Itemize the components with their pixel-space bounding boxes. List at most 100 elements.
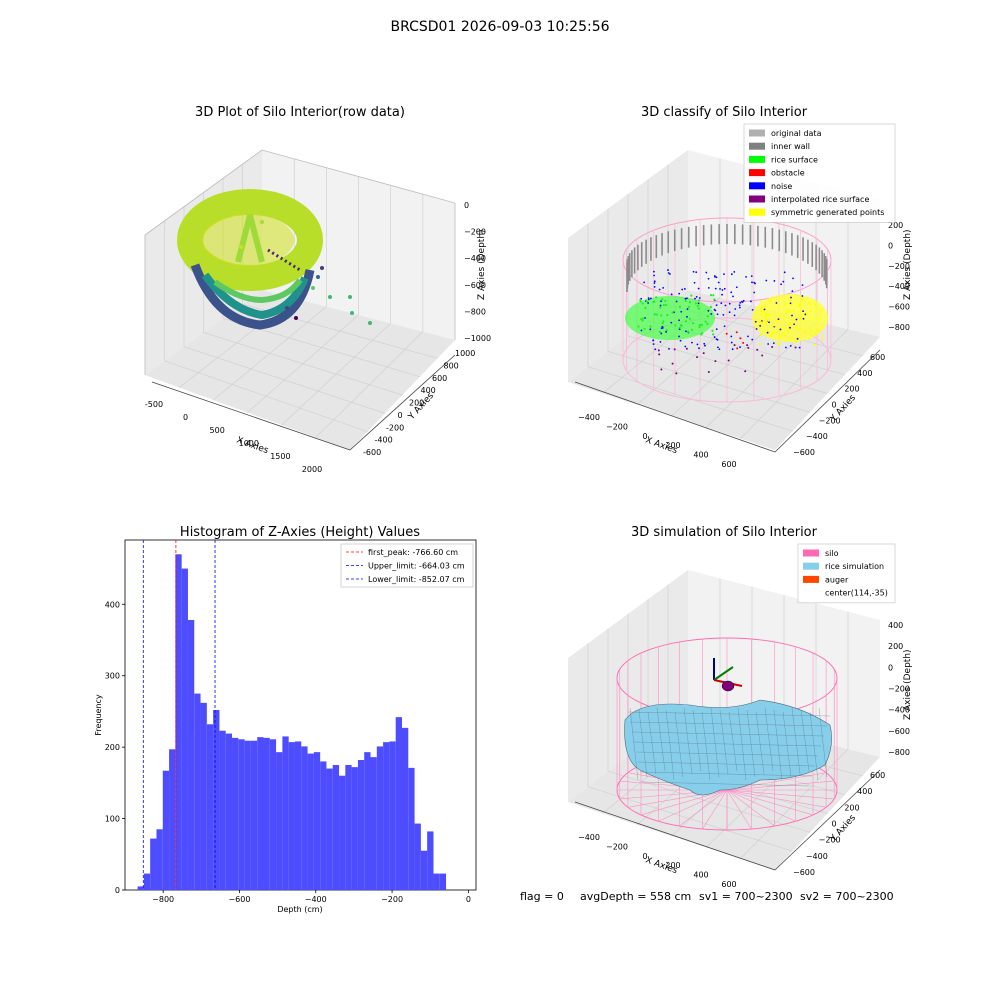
panel2-noise-point	[801, 295, 804, 297]
panel2-noise-point	[739, 301, 742, 304]
panel2-rice-point	[704, 320, 707, 323]
panel2-rice-point	[664, 303, 668, 307]
panel2-noise-point	[685, 330, 687, 333]
panel2-symmetric-point	[782, 332, 785, 335]
histogram-bar	[439, 873, 447, 890]
histogram-bar	[150, 838, 157, 890]
histogram-ytick-label: 100	[105, 815, 120, 824]
panel2-rice-point	[662, 303, 665, 307]
panel-simulation: 3D simulation of Silo Interior −400 −200 0…	[568, 525, 913, 889]
panel1-xtick: 0	[183, 413, 188, 422]
panel2-rice-point	[671, 311, 674, 314]
panel4-ylabel: Y Axies	[828, 813, 858, 845]
panel2-noise-point	[684, 345, 687, 348]
histogram-title: Histogram of Z-Axies (Height) Values	[180, 525, 420, 540]
panel2-noise-point	[751, 281, 753, 284]
panel2-legend-swatch	[749, 129, 765, 137]
panel2-rice-point	[709, 293, 713, 297]
panel2-symmetric-point	[788, 337, 792, 341]
panel2-noise-point	[714, 287, 717, 290]
panel2-noise-point	[773, 280, 776, 282]
panel2-noise-point	[659, 304, 662, 307]
panel2-noise-point	[647, 297, 650, 300]
panel2-noise-point	[731, 348, 734, 351]
panel2-symmetric-point	[779, 335, 782, 338]
histogram-bar	[244, 740, 251, 890]
panel2-noise-point	[732, 295, 734, 298]
histogram-bar	[383, 742, 390, 890]
panel2-noise-point	[659, 341, 662, 343]
panel2-interpolated-point	[771, 346, 774, 349]
panel1-xtick: 1000	[239, 439, 259, 448]
panel2-zlabel: Z Axies (Depth)	[903, 229, 913, 300]
panel2-noise-point	[749, 300, 752, 303]
panel2-symmetric-point	[767, 299, 770, 302]
panel1-ztick: −800	[464, 307, 486, 316]
histogram-bar	[433, 873, 440, 890]
panel2-rice-point	[696, 305, 699, 308]
panel2-xtick: 200	[665, 441, 680, 450]
panel2-rice-point	[679, 323, 683, 327]
panel2-legend-swatch	[749, 208, 765, 216]
histogram-xtick-label: −800	[152, 895, 174, 904]
panel2-noise-point	[668, 347, 670, 350]
panel1-point	[294, 316, 298, 320]
panel2-ytick: 400	[857, 369, 872, 378]
panel2-rice-point	[655, 296, 658, 299]
panel4-silo-wireframe	[616, 637, 838, 831]
panel2-noise-point	[667, 269, 669, 271]
panel2-noise-point	[716, 313, 719, 316]
panel2-rice-point	[687, 305, 691, 308]
histogram-legend-label: Upper_limit: -664.03 cm	[368, 562, 465, 571]
panel2-rice-point	[712, 294, 715, 297]
panel2-noise-point	[697, 302, 700, 305]
panel2-symmetric-point	[821, 338, 824, 341]
panel2-noise-point	[750, 275, 753, 278]
panel1-point	[260, 220, 264, 224]
panel2-noise-point	[766, 331, 769, 334]
histogram-xtick-label: −400	[305, 895, 327, 904]
panel2-noise-point	[698, 347, 700, 350]
panel2-symmetric-point	[821, 334, 824, 338]
panel2-symmetric-point	[809, 330, 812, 333]
panel4-legend-label: auger	[825, 575, 849, 584]
panel4-ytick: 600	[870, 771, 885, 780]
panel2-noise-point	[754, 282, 756, 285]
panel2-xtick: −200	[606, 422, 628, 431]
panel2-interpolated-point	[660, 368, 663, 371]
histogram-bar	[320, 761, 327, 890]
panel1-ytick: 400	[421, 386, 436, 395]
panel2-noise-point	[692, 270, 695, 273]
histogram-ytick-label: 0	[115, 886, 120, 895]
panel2-symmetric-point	[774, 331, 777, 334]
panel2-noise-point	[798, 346, 801, 349]
panel2-noise-point	[721, 293, 723, 296]
panel1-ytick: 200	[409, 399, 424, 408]
panel4-auger	[713, 658, 743, 692]
panel1-point-cloud	[177, 189, 372, 330]
panel2-noise-point	[678, 335, 680, 338]
panel2-symmetric-point	[759, 309, 762, 313]
histogram-xtick-label: 0	[466, 895, 471, 904]
histogram-bar	[376, 746, 384, 890]
panel2-ztick: 200	[888, 221, 903, 230]
panel2-noise-point	[723, 287, 726, 290]
panel2-symmetric-point	[813, 343, 816, 346]
histogram-bar	[194, 693, 201, 890]
histogram-bar	[162, 770, 170, 890]
panel2-legend-label: rice surface	[771, 155, 818, 164]
panel2-interpolated-point	[714, 360, 717, 363]
panel4-ytick: 0	[832, 820, 837, 829]
panel2-rice-point	[641, 302, 644, 305]
panel2-noise-point	[730, 341, 733, 344]
panel2-noise-point	[742, 299, 745, 302]
panel2-rice-point	[701, 332, 704, 335]
histogram-bar	[370, 757, 377, 890]
panel1-ztick: −200	[464, 228, 486, 237]
panel4-ztick: 200	[888, 642, 903, 651]
panel2-noise-point	[785, 346, 787, 349]
panel2-noise-point	[728, 302, 731, 305]
panel1-ytick: 1000	[455, 349, 475, 358]
panel2-symmetric-point	[792, 309, 795, 312]
panel2-noise-point	[733, 271, 736, 273]
